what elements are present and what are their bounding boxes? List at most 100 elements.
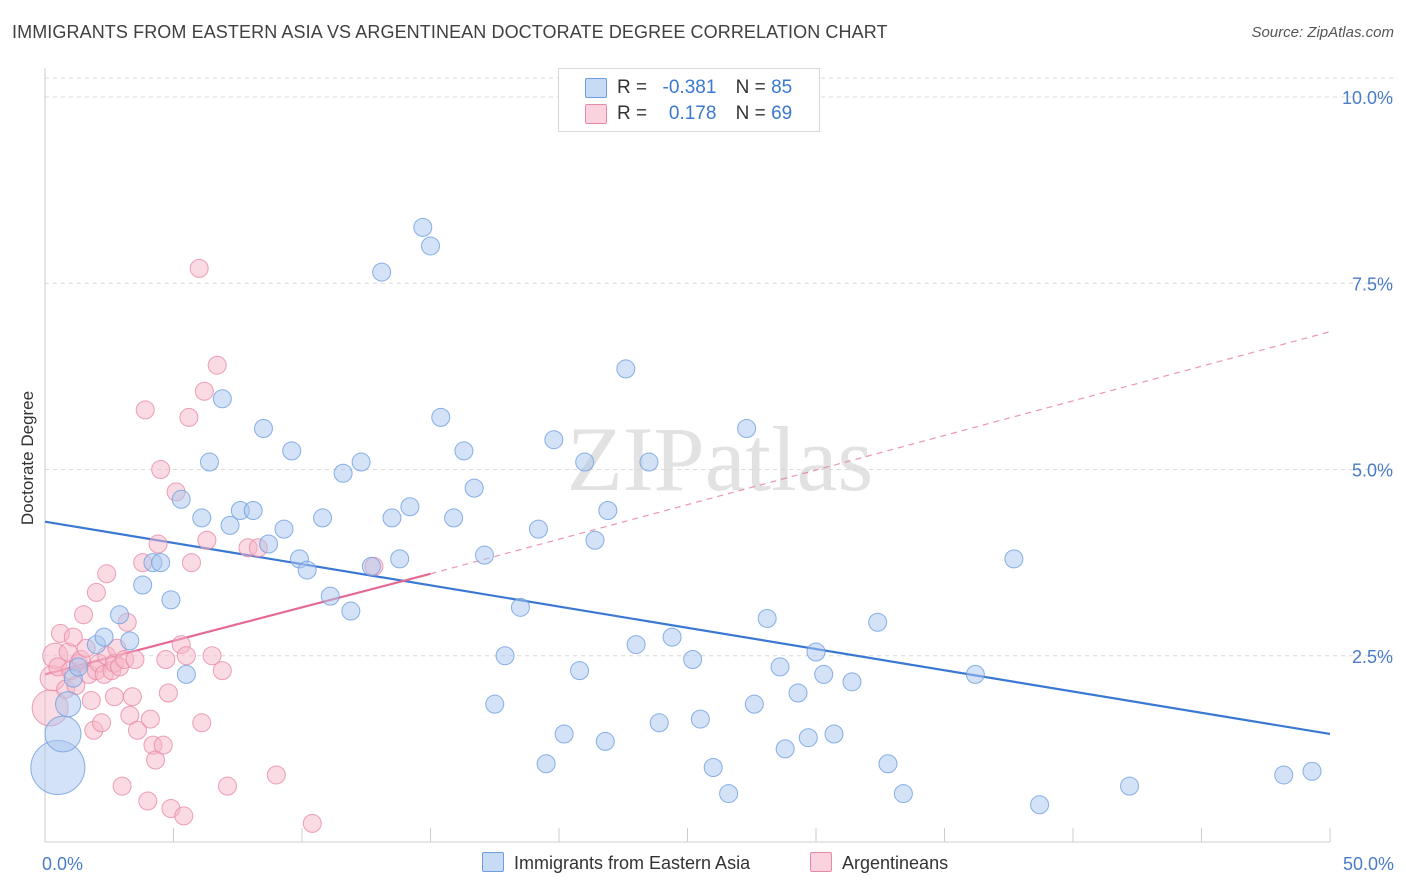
point-eastern-asia [1004,549,1024,569]
point-eastern-asia [464,478,484,498]
point-eastern-asia [94,627,114,647]
point-argentinean [192,713,212,733]
x-tick-label: 0.0% [42,854,83,874]
point-argentinean [104,687,124,707]
point-eastern-asia [341,601,361,621]
point-eastern-asia [485,694,505,714]
point-eastern-asia [161,590,181,610]
point-eastern-asia [662,627,682,647]
point-argentinean [138,791,158,811]
point-eastern-asia [770,657,790,677]
point-argentinean [97,564,117,584]
point-argentinean [146,750,166,770]
point-eastern-asia [757,609,777,628]
point-argentinean [120,705,140,725]
point-eastern-asia [824,724,844,744]
x-tick-label: 50.0% [1343,854,1394,874]
point-eastern-asia [1274,765,1294,785]
point-eastern-asia [737,419,757,439]
y-tick-label: 5.0% [1352,461,1393,481]
point-eastern-asia [421,236,440,256]
point-eastern-asia [320,586,340,606]
watermark: ZIPatlas [567,408,874,510]
r-label: R = [617,103,648,124]
point-eastern-asia [220,515,240,535]
legend-swatch-blue [585,78,607,98]
point-argentinean [302,813,322,833]
point-eastern-asia [212,389,232,409]
n-value: 69 [771,103,793,124]
point-argentinean [156,649,176,669]
point-eastern-asia [719,784,739,804]
point-argentinean [74,605,94,625]
point-eastern-asia [495,646,515,666]
y-axis-title: Doctorate Degree [18,391,37,525]
point-eastern-asia [585,530,605,550]
point-eastern-asia [683,649,703,669]
point-eastern-asia [788,683,808,703]
point-argentinean [266,765,286,785]
point-eastern-asia [775,739,795,759]
point-eastern-asia [554,724,574,744]
r-value: 0.178 [668,103,717,124]
point-argentinean [217,776,237,796]
point-argentinean [197,530,217,550]
point-eastern-asia [199,452,219,472]
point-eastern-asia [176,664,196,684]
n-value: 85 [771,77,793,98]
point-argentinean [112,776,132,796]
point-eastern-asia [390,549,410,569]
point-eastern-asia [806,642,826,662]
point-argentinean [181,553,201,573]
point-argentinean [135,400,155,420]
chart-title: IMMIGRANTS FROM EASTERN ASIA VS ARGENTIN… [12,22,888,42]
point-eastern-asia [649,713,669,733]
point-eastern-asia [1120,776,1140,796]
point-argentinean [140,709,160,729]
trend-line-argentinean-extension [430,331,1331,575]
point-eastern-asia [400,497,420,517]
legend-label: Immigrants from Eastern Asia [514,853,751,873]
point-eastern-asia [626,635,646,655]
point-eastern-asia [171,489,191,509]
point-argentinean [148,534,168,554]
point-argentinean [158,683,178,703]
point-eastern-asia [798,728,818,748]
n-label: N = [735,103,766,124]
point-eastern-asia [454,441,474,461]
point-argentinean [122,687,142,707]
point-eastern-asia [510,597,530,617]
y-tick-label: 7.5% [1352,274,1393,294]
data-points [30,217,1322,833]
r-value: -0.381 [662,77,717,98]
point-eastern-asia [351,452,371,472]
point-eastern-asia [133,575,153,595]
point-eastern-asia [842,672,862,692]
y-tick-label: 10.0% [1342,88,1393,108]
point-eastern-asia [333,463,353,483]
gridlines [45,77,1395,657]
trend-lines [44,331,1331,736]
point-argentinean [189,258,209,278]
axes [44,68,1331,843]
point-argentinean [151,460,171,479]
point-argentinean [194,381,214,401]
point-eastern-asia [253,419,273,439]
point-eastern-asia [575,452,595,472]
point-eastern-asia [55,691,82,718]
point-eastern-asia [598,500,618,520]
point-argentinean [207,355,227,375]
point-eastern-asia [110,605,130,625]
point-eastern-asia [192,508,212,528]
point-argentinean [212,661,232,681]
point-argentinean [202,646,222,666]
legend-swatch-pink [810,852,832,872]
point-argentinean [176,646,196,666]
point-eastern-asia [744,694,764,714]
point-argentinean [128,720,148,740]
point-eastern-asia [703,758,723,777]
point-eastern-asia [382,508,402,528]
point-eastern-asia [544,430,564,450]
point-eastern-asia [372,262,392,282]
